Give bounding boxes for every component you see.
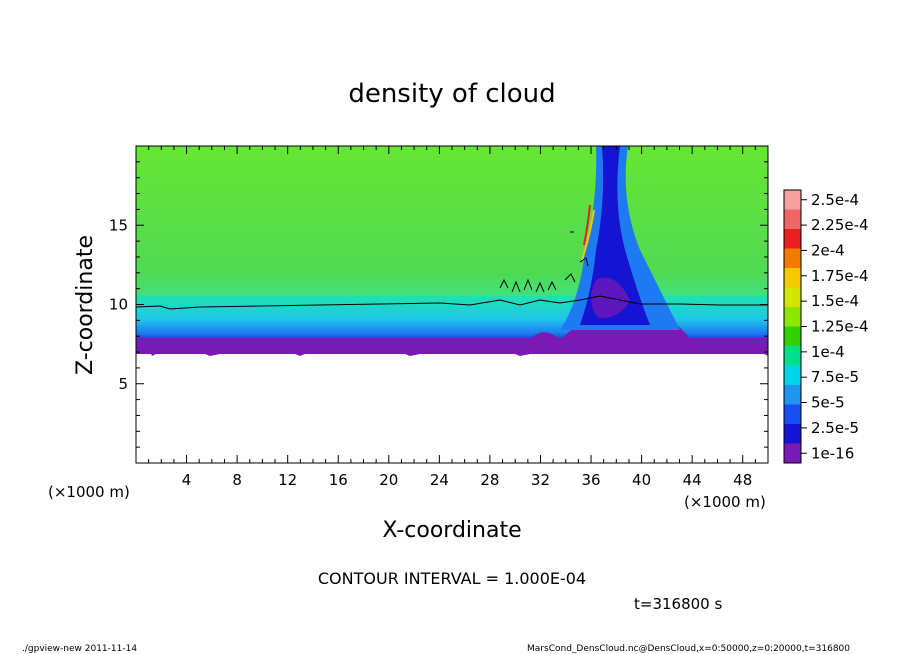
colorbar-segment	[784, 443, 801, 464]
colorbar-segment	[784, 365, 801, 386]
colorbar-label: 2.5e-5	[811, 419, 859, 437]
colorbar-frame	[783, 189, 802, 464]
colorbar-label: 5e-5	[811, 394, 845, 412]
colorbar: 2.5e-4 2.25e-4 2e-4 1.75e-4 1.5e-4 1.25e-4 1e-…	[784, 190, 869, 464]
x-tick-label: 32	[531, 471, 550, 489]
colorbar-segment	[784, 268, 801, 288]
y-tick-label: 5	[118, 375, 128, 393]
x-tick-label: 36	[581, 471, 600, 489]
x-tick-label: 16	[329, 471, 348, 489]
colorbar-segment	[784, 385, 801, 405]
colorbar-segment	[784, 190, 801, 210]
x-tick-label: 8	[232, 471, 242, 489]
base-bumps	[136, 352, 768, 356]
x-tick-label: 40	[632, 471, 651, 489]
y-tick-label: 10	[109, 296, 128, 314]
colorbar-segment	[784, 424, 801, 444]
x-axis-ticks: 4 8 12 16 20 24 28 32 36 40 44 48	[148, 146, 756, 489]
chart-title: density of cloud	[348, 79, 555, 109]
x-tick-label: 24	[430, 471, 449, 489]
colorbar-label: 1.5e-4	[811, 292, 859, 310]
cloud-free-region	[136, 354, 768, 463]
footer-right: MarsCond_DensCloud.nc@DensCloud,x=0:5000…	[527, 644, 850, 654]
colorbar-label: 2.5e-4	[811, 191, 859, 209]
x-unit-left: (×1000 m)	[48, 483, 130, 501]
colorbar-label: 2e-4	[811, 241, 845, 259]
y-axis-label: Z-coordinate	[73, 235, 98, 375]
colorbar-label: 1.75e-4	[811, 267, 869, 285]
colorbar-label: 1e-4	[811, 343, 845, 361]
colorbar-label: 1.25e-4	[811, 318, 869, 336]
colorbar-segment	[784, 307, 801, 327]
x-tick-label: 12	[278, 471, 297, 489]
x-unit-right: (×1000 m)	[684, 493, 766, 511]
colorbar-segment	[784, 248, 801, 269]
colorbar-segment	[784, 346, 801, 366]
colorbar-segment	[784, 287, 801, 308]
x-tick-label: 44	[683, 471, 702, 489]
time-label: t=316800 s	[634, 595, 722, 613]
colorbar-label: 2.25e-4	[811, 216, 869, 234]
plot-area	[136, 146, 768, 463]
x-tick-label: 48	[733, 471, 752, 489]
colorbar-segment	[784, 404, 801, 425]
colorbar-label: 1e-16	[811, 444, 854, 462]
x-tick-label: 20	[379, 471, 398, 489]
contour-blobs	[499, 231, 589, 293]
x-tick-label: 4	[182, 471, 192, 489]
cloud-field-blend	[136, 146, 768, 296]
contour-interval: CONTOUR INTERVAL = 1.000E-04	[318, 569, 586, 588]
colorbar-segment	[784, 326, 801, 347]
plume-edge-hot	[583, 204, 591, 246]
y-axis-ticks: 5 10 15	[109, 161, 768, 448]
contour-line	[136, 295, 768, 310]
x-tick-label: 28	[480, 471, 499, 489]
x-axis-label: X-coordinate	[382, 518, 521, 543]
footer-left: ./gpview-new 2011-11-14	[22, 644, 137, 654]
y-tick-label: 15	[109, 216, 128, 234]
colorbar-segment	[784, 209, 801, 230]
plume-edge-warm	[581, 209, 595, 261]
colorbar-segment	[784, 229, 801, 249]
colorbar-label: 7.5e-5	[811, 368, 859, 386]
